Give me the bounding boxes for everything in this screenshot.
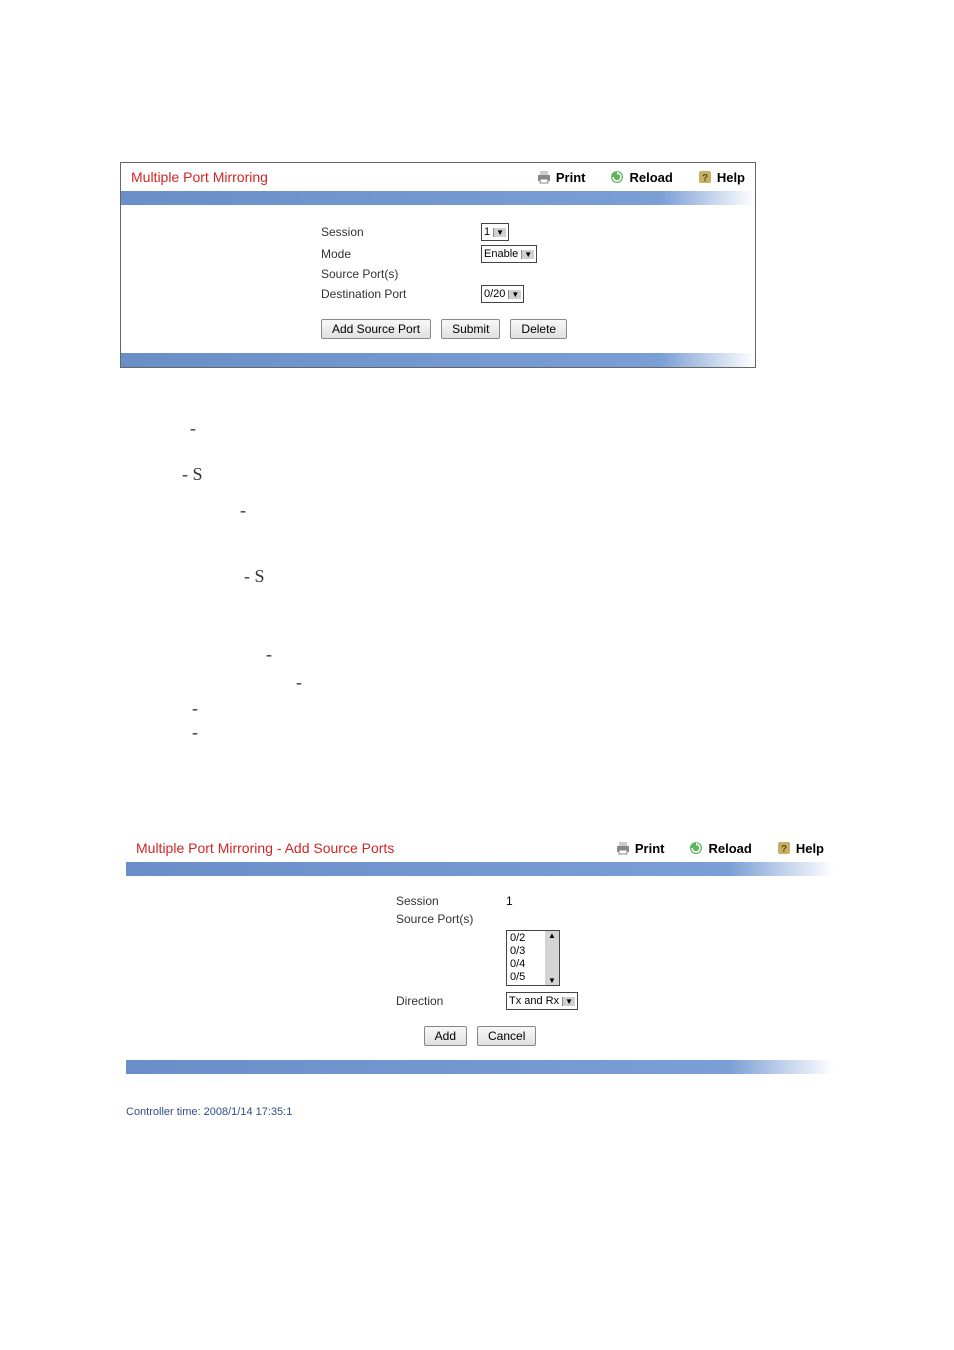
help-action[interactable]: ? Help: [697, 169, 745, 185]
row-dest: Destination Port 0/20 ▼: [141, 285, 735, 303]
row-session2: Session 1: [146, 894, 814, 908]
help-icon: ?: [776, 840, 792, 856]
listbox-scrollbar[interactable]: ▲ ▼: [545, 931, 559, 985]
direction-label: Direction: [396, 994, 506, 1008]
session2-value: 1: [506, 894, 513, 908]
reload-icon: [688, 840, 704, 856]
source2-label: Source Port(s): [396, 912, 506, 926]
listbox-items: 0/2 0/3 0/4 0/5: [507, 931, 545, 985]
panel1-bottom-bar: [121, 353, 755, 367]
svg-text:?: ?: [702, 173, 708, 184]
panel1-top-bar: [121, 191, 755, 205]
source-ports-listbox[interactable]: 0/2 0/3 0/4 0/5 ▲ ▼: [506, 930, 560, 986]
mark: -: [296, 672, 302, 693]
help-action[interactable]: ? Help: [776, 840, 824, 856]
session-value: 1: [484, 226, 490, 238]
list-item[interactable]: 0/5: [510, 971, 542, 984]
row-direction: Direction Tx and Rx ▼: [146, 992, 814, 1010]
print-action[interactable]: Print: [536, 169, 586, 185]
panel2-title: Multiple Port Mirroring - Add Source Por…: [136, 840, 394, 856]
panel2-buttons: Add Cancel: [146, 1026, 814, 1046]
list-item[interactable]: 0/2: [510, 932, 542, 945]
mode-label: Mode: [321, 247, 481, 261]
add-source-port-button[interactable]: Add Source Port: [321, 319, 431, 339]
panel2-actions: Print Reload ? Help: [615, 840, 824, 856]
mode-value: Enable: [484, 248, 518, 260]
list-item[interactable]: 0/4: [510, 958, 542, 971]
session-label: Session: [321, 225, 481, 239]
panel2-top-bar: [126, 862, 834, 876]
mark: -: [266, 644, 272, 665]
svg-text:?: ?: [781, 844, 787, 855]
panel1-title: Multiple Port Mirroring: [131, 169, 268, 185]
chevron-down-icon: ▼: [493, 228, 506, 237]
scroll-down-icon[interactable]: ▼: [545, 976, 559, 985]
panel2-bottom-bar: [126, 1060, 834, 1074]
row-source2: Source Port(s): [146, 912, 814, 926]
controller-time: Controller time: 2008/1/14 17:35:1: [126, 1106, 292, 1118]
panel-port-mirroring: Multiple Port Mirroring Print Reload ? H…: [120, 162, 756, 368]
dest-label: Destination Port: [321, 287, 481, 301]
mark: -: [190, 418, 196, 439]
help-icon: ?: [697, 169, 713, 185]
panel1-buttons: Add Source Port Submit Delete: [321, 319, 735, 339]
chevron-down-icon: ▼: [562, 997, 575, 1006]
print-action[interactable]: Print: [615, 840, 665, 856]
panel1-body: Session 1 ▼ Mode Enable ▼ Source Port(s)…: [121, 205, 755, 353]
row-session: Session 1 ▼: [141, 223, 735, 241]
reload-action[interactable]: Reload: [609, 169, 672, 185]
row-source2-list: 0/2 0/3 0/4 0/5 ▲ ▼: [506, 930, 814, 986]
session2-label: Session: [396, 894, 506, 908]
session-select[interactable]: 1 ▼: [481, 223, 509, 241]
row-source: Source Port(s): [141, 267, 735, 281]
cancel-button[interactable]: Cancel: [477, 1026, 536, 1046]
mark: -: [240, 500, 246, 521]
help-label: Help: [717, 170, 745, 185]
chevron-down-icon: ▼: [521, 250, 534, 259]
direction-select[interactable]: Tx and Rx ▼: [506, 992, 578, 1010]
reload-action[interactable]: Reload: [688, 840, 751, 856]
print-label: Print: [556, 170, 586, 185]
direction-value: Tx and Rx: [509, 995, 559, 1007]
help-label: Help: [796, 841, 824, 856]
print-icon: [615, 840, 631, 856]
print-icon: [536, 169, 552, 185]
print-label: Print: [635, 841, 665, 856]
reload-icon: [609, 169, 625, 185]
add-button[interactable]: Add: [424, 1026, 467, 1046]
delete-button[interactable]: Delete: [510, 319, 567, 339]
mark: -: [192, 698, 198, 719]
panel1-actions: Print Reload ? Help: [536, 169, 745, 185]
scroll-up-icon[interactable]: ▲: [545, 931, 559, 940]
panel2-body: Session 1 Source Port(s) 0/2 0/3 0/4 0/5…: [126, 876, 834, 1060]
panel2-header: Multiple Port Mirroring - Add Source Por…: [126, 834, 834, 862]
source-label: Source Port(s): [321, 267, 481, 281]
row-mode: Mode Enable ▼: [141, 245, 735, 263]
submit-button[interactable]: Submit: [441, 319, 500, 339]
mark: -: [192, 722, 198, 743]
mode-select[interactable]: Enable ▼: [481, 245, 537, 263]
dest-value: 0/20: [484, 288, 505, 300]
panel-add-source-ports: Multiple Port Mirroring - Add Source Por…: [126, 834, 834, 1074]
mark: - S: [182, 464, 203, 485]
panel1-header: Multiple Port Mirroring Print Reload ? H…: [121, 163, 755, 191]
reload-label: Reload: [708, 841, 751, 856]
reload-label: Reload: [629, 170, 672, 185]
dest-select[interactable]: 0/20 ▼: [481, 285, 524, 303]
list-item[interactable]: 0/3: [510, 945, 542, 958]
chevron-down-icon: ▼: [508, 290, 521, 299]
mark: - S: [244, 566, 265, 587]
